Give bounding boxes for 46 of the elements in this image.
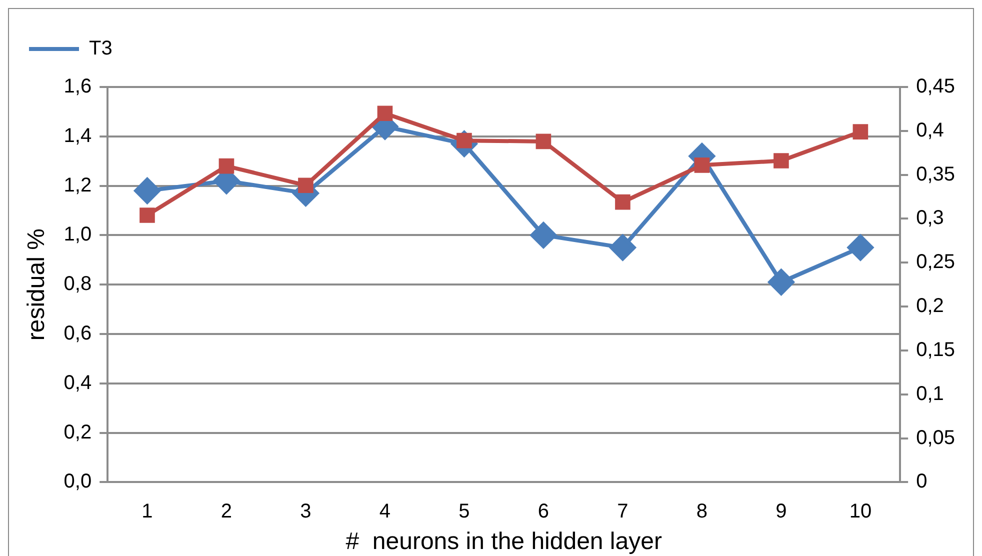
point: [140, 208, 155, 223]
point: [218, 158, 234, 174]
point: [610, 234, 636, 261]
point: [615, 194, 630, 210]
legend-label: T3: [89, 38, 112, 60]
x-tick-label: 5: [458, 500, 470, 523]
y-tick-label: 0,4: [64, 372, 92, 394]
y-tick-label: 1,6: [64, 76, 92, 98]
point: [694, 158, 710, 173]
x-tick-label: 9: [776, 500, 787, 523]
y2-tick-label: 0: [916, 470, 928, 493]
x-tick-label: 6: [538, 500, 550, 523]
y-tick-label: 1,2: [64, 174, 92, 196]
x-tick-label: 1: [142, 500, 153, 523]
x-tick-label: 10: [849, 500, 872, 523]
point: [536, 134, 552, 150]
y2-tick-label: 0,2: [916, 295, 944, 318]
y-axis-title: residual %: [23, 228, 50, 341]
y-tick-label: 0,0: [64, 470, 92, 493]
y-tick-label: 1,4: [64, 124, 92, 147]
x-tick-label: 2: [220, 500, 232, 523]
y2-tick-label: 0,05: [916, 426, 956, 449]
point: [852, 124, 868, 140]
point: [774, 153, 789, 168]
y2-tick-label: 0,35: [916, 163, 956, 186]
point: [377, 106, 393, 122]
y-tick-label: 0,2: [64, 421, 92, 444]
x-tick-label: 7: [617, 500, 628, 523]
x-axis-title: # neurons in the hidden layer: [346, 528, 662, 556]
point: [847, 234, 874, 261]
x-tick-label: 3: [300, 500, 312, 523]
x-tick-label: 4: [379, 500, 391, 523]
x-tick-label: 8: [696, 500, 708, 523]
y-tick-label: 1,0: [64, 224, 92, 246]
y2-tick-label: 0,3: [916, 207, 944, 230]
point: [134, 178, 160, 204]
y2-tick-label: 0,1: [916, 382, 944, 405]
y-tick-label: 0,8: [64, 273, 92, 296]
y-tick-label: 0,6: [64, 322, 92, 345]
point: [530, 222, 556, 248]
point: [298, 178, 314, 194]
y2-tick-label: 0,15: [916, 338, 956, 361]
y2-tick-label: 0,45: [916, 76, 956, 98]
y2-tick-label: 0,4: [916, 119, 944, 142]
point: [768, 269, 794, 296]
y2-tick-label: 0,25: [916, 251, 956, 274]
